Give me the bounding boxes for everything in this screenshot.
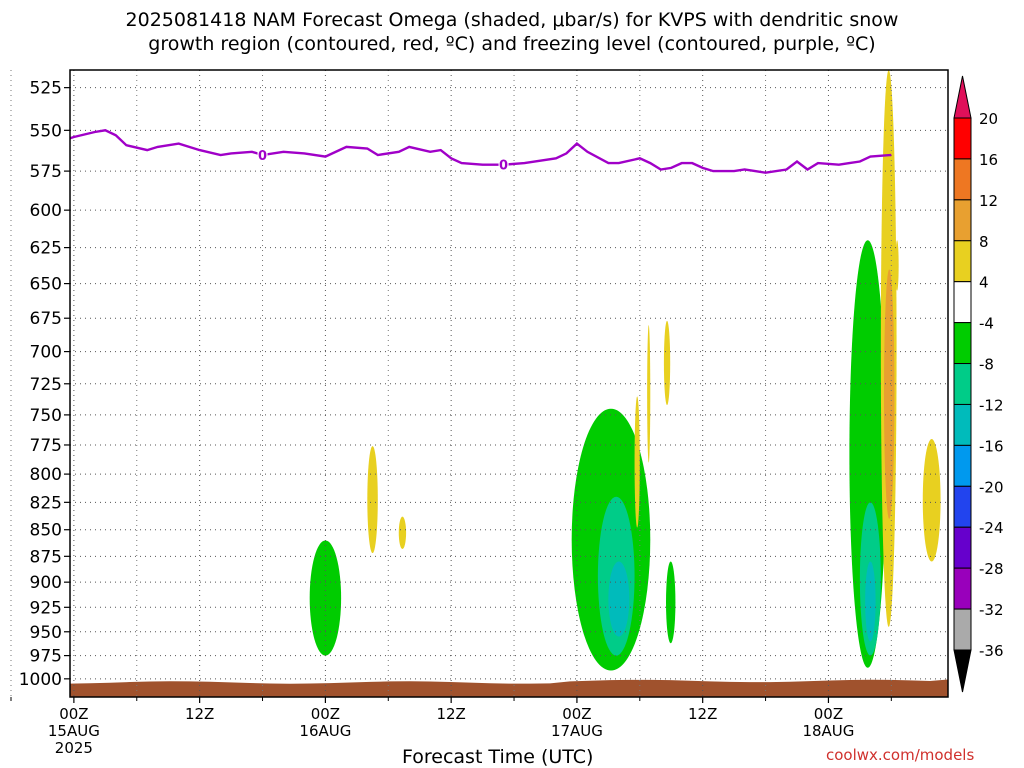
y-tick-label: 700: [30, 343, 62, 363]
omega-region: [398, 516, 407, 549]
freezing-level-line: [70, 129, 892, 174]
y-tick-label: 975: [30, 647, 62, 667]
x-tick-year: 2025: [55, 739, 93, 757]
colorbar-bin: [953, 117, 972, 160]
y-tick-label: 1000: [19, 670, 62, 690]
x-tick-label: 00Z: [59, 705, 88, 723]
colorbar-label: -32: [979, 601, 1004, 619]
colorbar-bin: [953, 444, 972, 487]
chart-title-line2: growth region (contoured, red, ºC) and f…: [148, 33, 876, 55]
omega-region: [647, 324, 651, 463]
freezing-level-label-bg: [16, 154, 26, 168]
y-tick-label: 725: [30, 375, 62, 395]
colorbar-label: -20: [979, 478, 1004, 496]
x-tick-label: 00Z: [311, 705, 340, 723]
colorbar-bin: [953, 240, 972, 283]
y-tick-label: 875: [30, 547, 62, 567]
terrain-fill: [70, 679, 948, 697]
colorbar-bin: [953, 567, 972, 610]
colorbar-label: 16: [979, 151, 998, 169]
colorbar-label: -8: [979, 356, 994, 374]
y-tick-label: 900: [30, 573, 62, 593]
omega-region: [922, 439, 941, 562]
colorbar-bin: [953, 485, 972, 528]
freezing-level-label-bg: [498, 157, 509, 172]
x-tick-label: 12Z: [436, 705, 465, 723]
colorbar-label: 4: [979, 274, 989, 292]
freezing-level-label: 0: [258, 149, 267, 164]
x-tick-label: 00Z: [562, 705, 591, 723]
plot-area: [70, 70, 948, 697]
colorbar-label: -12: [979, 396, 1004, 414]
colorbar-label: -16: [979, 437, 1004, 455]
colorbar-bin: [953, 608, 972, 651]
colorbar-bin: [953, 403, 972, 446]
colorbar-label: 12: [979, 192, 998, 210]
y-tick-label: 750: [30, 406, 62, 426]
y-tick-label: 775: [30, 436, 62, 456]
omega-shading: [309, 70, 941, 671]
y-tick-label: 675: [30, 309, 62, 329]
terrain: [70, 679, 948, 697]
omega-region: [895, 240, 899, 291]
y-tick-label: 850: [30, 521, 62, 541]
x-tick-date: 16AUG: [299, 722, 351, 740]
colorbar-top-arrow: [953, 75, 972, 119]
colorbar-bottom-arrow: [953, 649, 972, 693]
y-tick-label: 625: [30, 239, 62, 259]
omega-region: [663, 320, 671, 406]
x-tick-label: 00Z: [814, 705, 843, 723]
colorbar-label: -28: [979, 560, 1004, 578]
colorbar-bin: [953, 363, 972, 405]
y-tick-label: 950: [30, 623, 62, 643]
colorbar-bin: [953, 526, 972, 569]
omega-region: [634, 396, 640, 528]
omega-region: [367, 446, 378, 554]
omega-region: [666, 561, 676, 644]
credit-text: coolwx.com/models: [826, 746, 975, 764]
omega-region: [883, 269, 895, 519]
x-tick-label: 12Z: [688, 705, 717, 723]
colorbar-label: -4: [979, 315, 994, 333]
x-tick-date: 15AUG: [48, 722, 100, 740]
x-tick-date: 18AUG: [802, 722, 854, 740]
y-tick-label: 825: [30, 493, 62, 513]
y-tick-label: 525: [30, 79, 62, 99]
freezing-level: 0 0 0: [16, 129, 892, 174]
y-tick-label: 575: [30, 162, 62, 182]
x-tick-label: 12Z: [185, 705, 214, 723]
y-tick-label: 600: [30, 201, 62, 221]
y-tick-label: 650: [30, 275, 62, 295]
chart-title-line1: 2025081418 NAM Forecast Omega (shaded, μ…: [125, 9, 899, 31]
colorbar-label: 8: [979, 233, 989, 251]
colorbar-bin: [953, 322, 972, 365]
y-tick-label: 550: [30, 121, 62, 141]
omega-region: [608, 561, 630, 637]
colorbar-label: -36: [979, 642, 1004, 660]
colorbar-label: -24: [979, 519, 1004, 537]
x-axis-label: Forecast Time (UTC): [402, 746, 594, 768]
freezing-level-label: 0: [499, 159, 508, 174]
colorbar-bin: [953, 158, 972, 201]
y-axis: 525 550 575 600 625 650 675 700 725 750 775 800 825 8…: [19, 79, 70, 690]
omega-region: [309, 540, 342, 656]
colorbar-bin: [953, 199, 972, 242]
omega-region: [865, 561, 876, 642]
x-tick-date: 17AUG: [551, 722, 603, 740]
y-tick-label: 925: [30, 598, 62, 618]
freezing-level-label: 0: [17, 155, 26, 170]
y-tick-label: 800: [30, 465, 62, 485]
freezing-level-label-bg: [257, 148, 268, 163]
colorbar: 20 16 12 8 4 -4 -8 -12 -16 -20 -24 -28 -32 -36: [953, 75, 1004, 693]
colorbar-label: 20: [979, 110, 998, 128]
chart-title: 2025081418 NAM Forecast Omega (shaded, μ…: [0, 8, 1024, 56]
colorbar-bin: [953, 281, 972, 324]
